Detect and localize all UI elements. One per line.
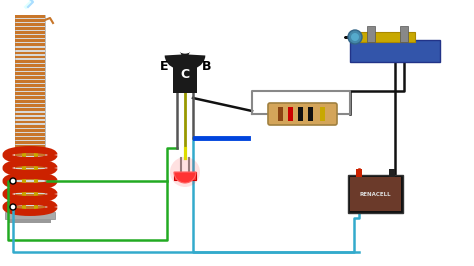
Circle shape: [170, 157, 200, 187]
Bar: [356, 169, 362, 177]
Bar: [15, 165, 45, 168]
Bar: [15, 129, 45, 132]
Bar: [15, 190, 45, 193]
Bar: [15, 39, 45, 42]
Bar: [15, 120, 45, 123]
Bar: [15, 92, 45, 95]
Bar: [15, 60, 45, 63]
Bar: [15, 206, 45, 209]
Circle shape: [351, 33, 359, 41]
Bar: [15, 68, 45, 71]
Bar: [5, 212, 55, 219]
Bar: [348, 175, 403, 213]
Bar: [15, 153, 45, 156]
Bar: [15, 15, 45, 18]
Bar: [9, 219, 51, 223]
Bar: [15, 125, 45, 127]
Bar: [389, 169, 395, 177]
Bar: [15, 157, 45, 160]
Bar: [15, 52, 45, 55]
Bar: [288, 107, 293, 121]
Text: E: E: [159, 60, 168, 73]
Bar: [15, 149, 45, 152]
Circle shape: [10, 204, 16, 210]
Bar: [15, 43, 45, 46]
Bar: [22, 152, 26, 222]
Bar: [15, 15, 45, 210]
Bar: [15, 117, 45, 119]
Bar: [15, 194, 45, 197]
Bar: [15, 76, 45, 79]
Bar: [34, 152, 38, 222]
Bar: [15, 137, 45, 140]
Bar: [15, 48, 45, 50]
Bar: [15, 72, 45, 75]
Bar: [15, 31, 45, 34]
Bar: [15, 35, 45, 38]
Bar: [15, 84, 45, 87]
Bar: [15, 145, 45, 148]
Bar: [320, 107, 325, 121]
Bar: [298, 107, 303, 121]
Bar: [15, 64, 45, 66]
Bar: [15, 104, 45, 107]
Bar: [278, 107, 283, 121]
Bar: [15, 88, 45, 91]
Bar: [15, 80, 45, 83]
Bar: [15, 202, 45, 205]
Bar: [308, 107, 313, 121]
Text: B: B: [202, 60, 211, 73]
Bar: [367, 26, 375, 42]
Bar: [15, 109, 45, 111]
Circle shape: [10, 178, 16, 184]
Bar: [15, 96, 45, 99]
Bar: [350, 177, 401, 211]
Circle shape: [348, 30, 362, 44]
Text: RENACELL: RENACELL: [359, 192, 391, 197]
Bar: [173, 55, 197, 93]
FancyBboxPatch shape: [268, 103, 337, 125]
Bar: [15, 56, 45, 59]
Bar: [360, 32, 415, 42]
Bar: [174, 172, 196, 180]
Bar: [15, 113, 45, 115]
Bar: [350, 40, 440, 62]
Bar: [15, 27, 45, 30]
Wedge shape: [174, 172, 196, 183]
Bar: [15, 173, 45, 176]
Bar: [15, 186, 45, 189]
Bar: [15, 141, 45, 144]
Bar: [15, 19, 45, 22]
Text: C: C: [181, 68, 190, 81]
Bar: [15, 133, 45, 136]
Bar: [15, 161, 45, 164]
Bar: [15, 177, 45, 180]
Bar: [15, 182, 45, 184]
Bar: [15, 100, 45, 103]
Bar: [400, 26, 408, 42]
Bar: [15, 198, 45, 201]
Bar: [15, 169, 45, 172]
Bar: [15, 23, 45, 26]
